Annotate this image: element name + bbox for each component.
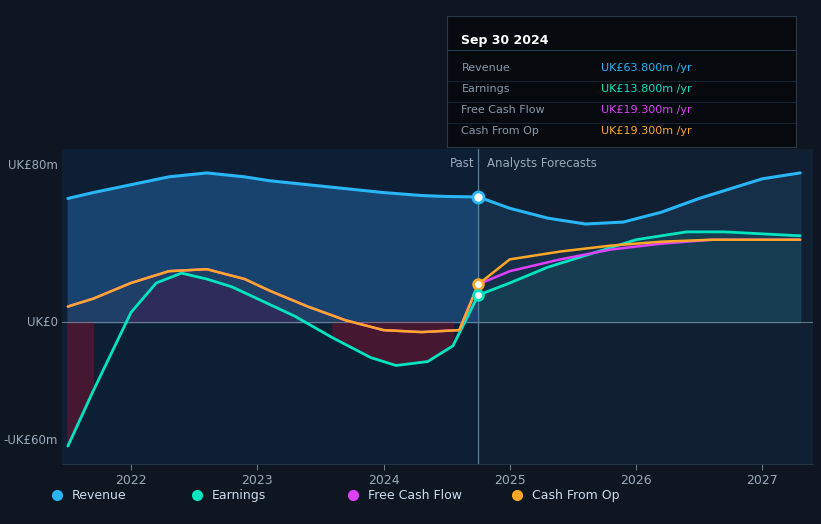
Text: UK£80m: UK£80m xyxy=(8,159,57,171)
Text: Cash From Op: Cash From Op xyxy=(532,489,620,502)
Text: Earnings: Earnings xyxy=(212,489,266,502)
Text: UK£0: UK£0 xyxy=(27,316,57,329)
Text: Sep 30 2024: Sep 30 2024 xyxy=(461,34,549,47)
Text: UK£19.300m /yr: UK£19.300m /yr xyxy=(601,105,691,115)
Text: UK£13.800m /yr: UK£13.800m /yr xyxy=(601,84,691,94)
Text: Past: Past xyxy=(450,157,475,170)
Bar xyxy=(478,149,813,464)
Text: Analysts Forecasts: Analysts Forecasts xyxy=(487,157,597,170)
Text: Free Cash Flow: Free Cash Flow xyxy=(368,489,461,502)
Text: UK£19.300m /yr: UK£19.300m /yr xyxy=(601,126,691,136)
Text: Cash From Op: Cash From Op xyxy=(461,126,539,136)
Text: -UK£60m: -UK£60m xyxy=(3,434,57,446)
Text: UK£63.800m /yr: UK£63.800m /yr xyxy=(601,63,691,73)
Text: Revenue: Revenue xyxy=(461,63,510,73)
Text: Earnings: Earnings xyxy=(461,84,510,94)
Text: Revenue: Revenue xyxy=(72,489,127,502)
Text: Free Cash Flow: Free Cash Flow xyxy=(461,105,545,115)
